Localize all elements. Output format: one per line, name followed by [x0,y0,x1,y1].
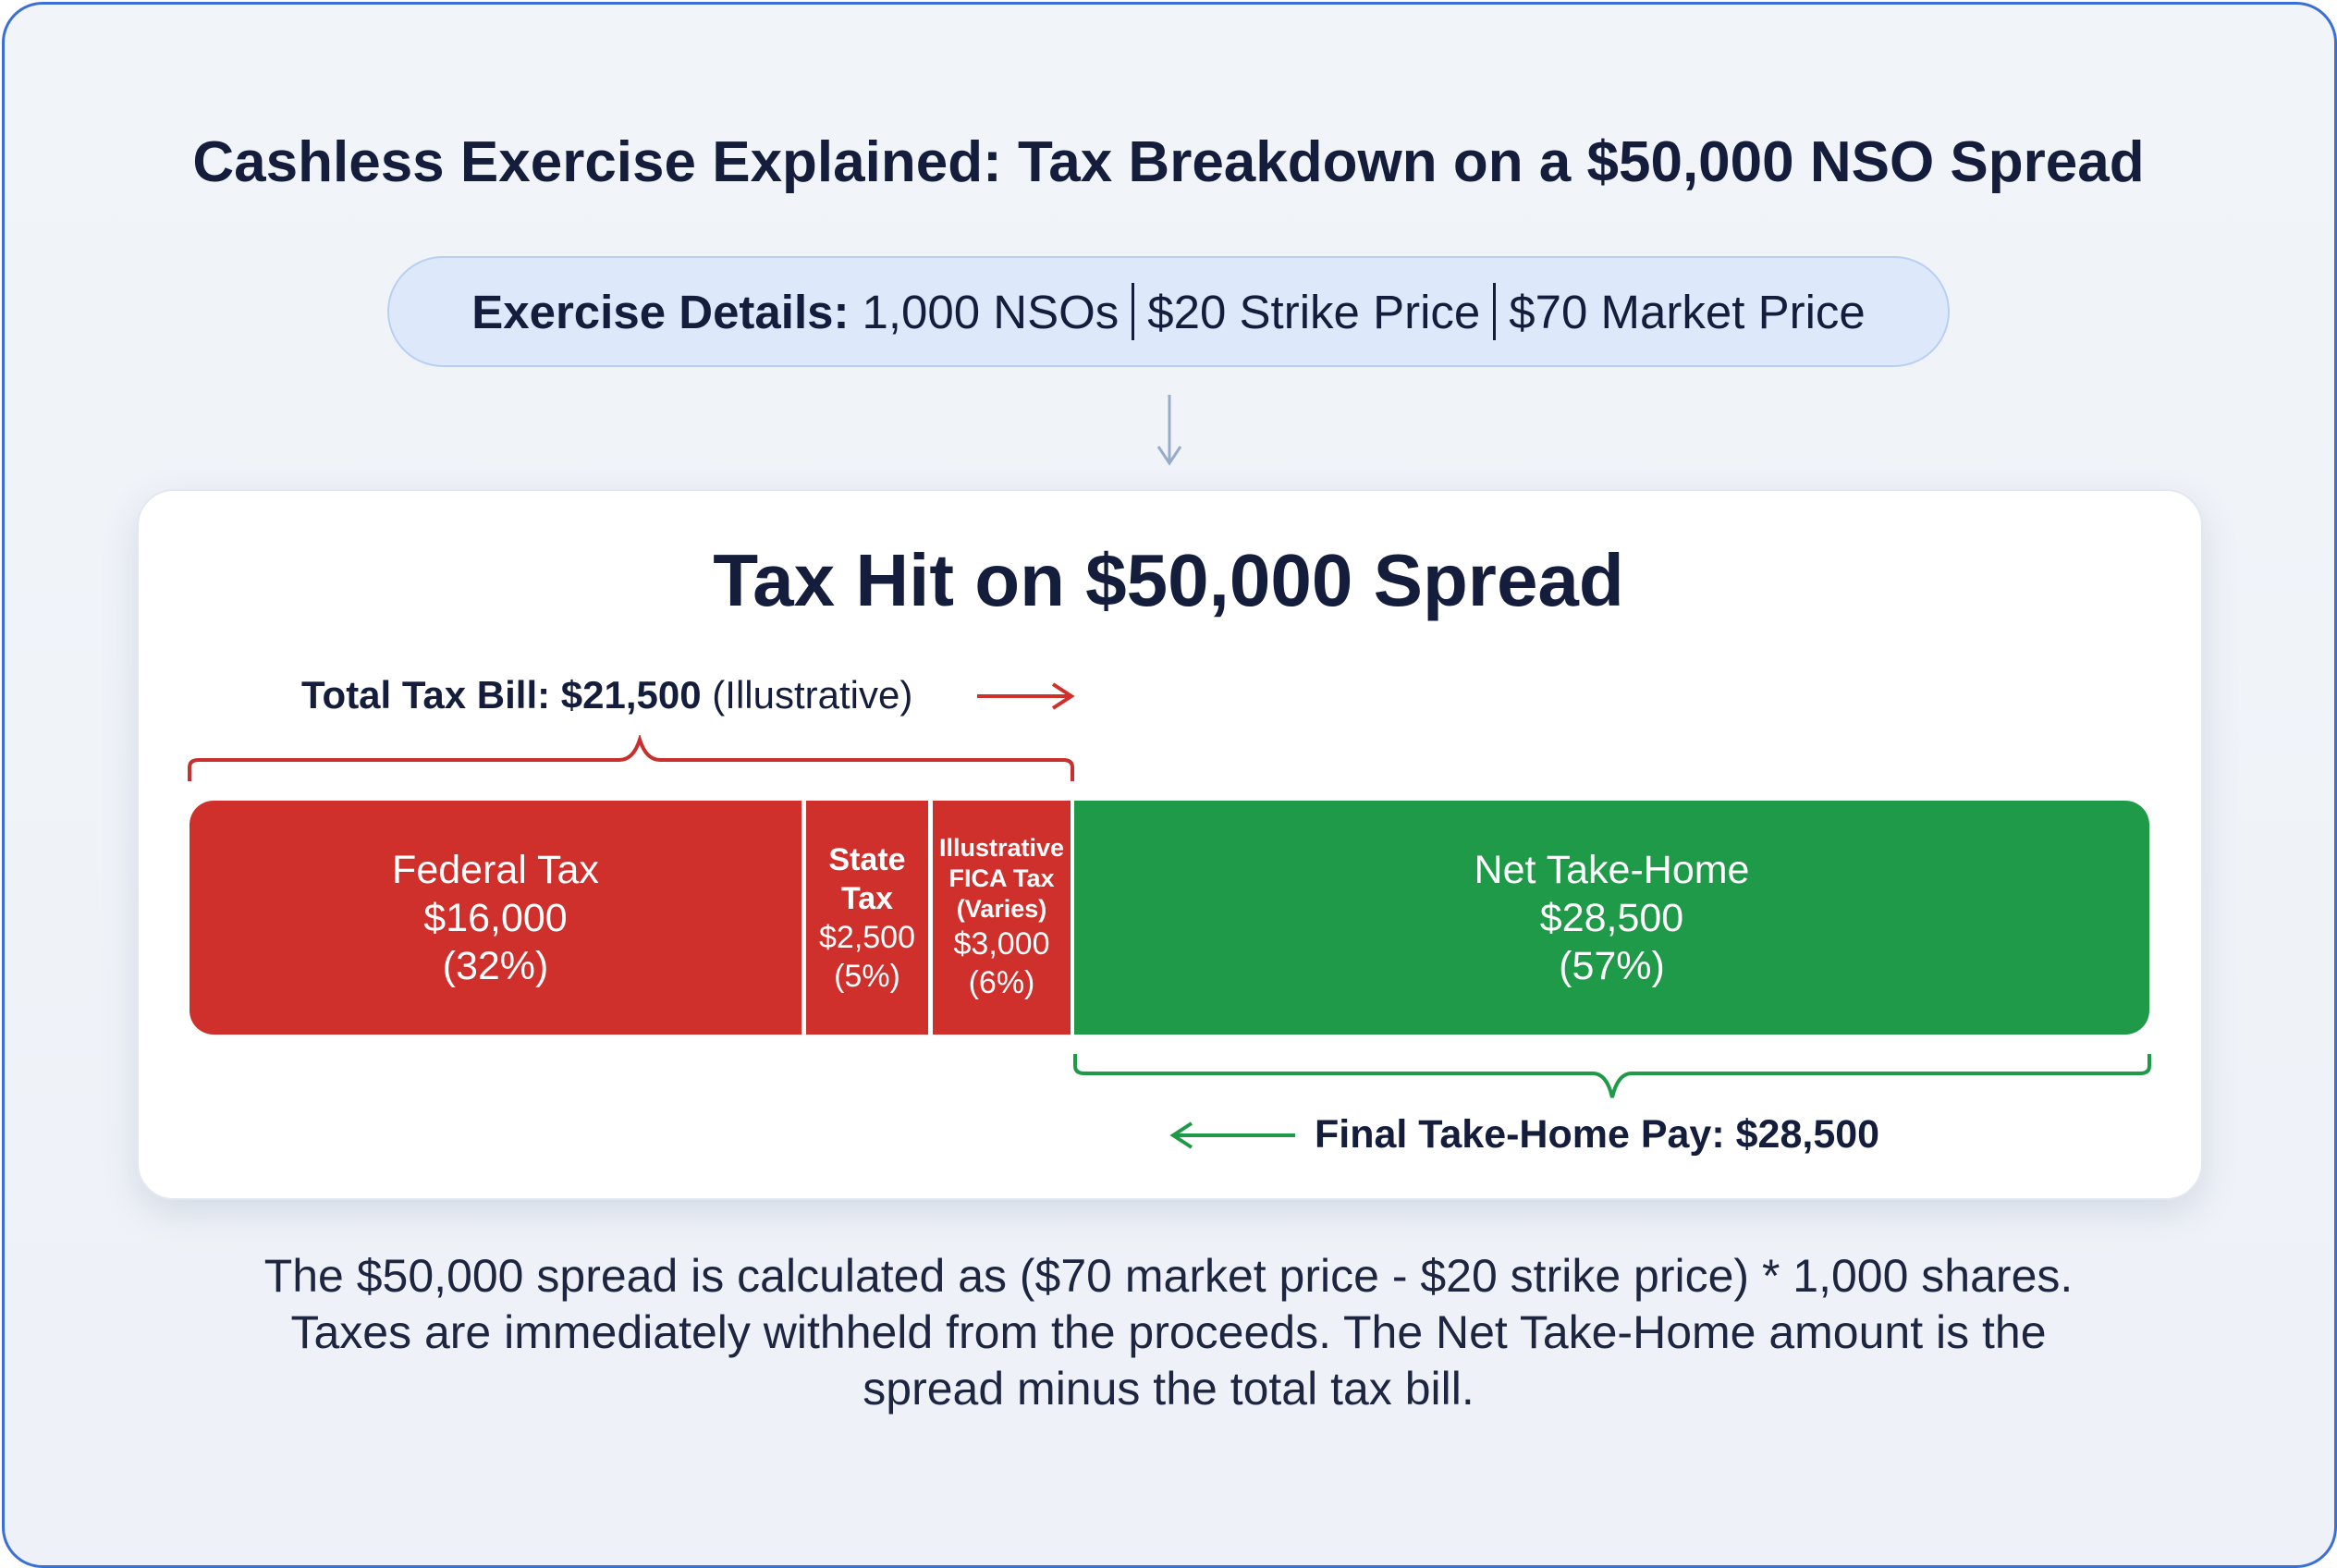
exercise-details-label: Exercise Details: [471,285,850,338]
segment-name: Illustrative [938,834,1065,862]
segment-name: FICA Tax [948,864,1055,892]
final-take-home: Final Take-Home Pay: $28,500 [1315,1112,1879,1158]
segment-percent: (6%) [968,965,1035,1000]
final-take-home-label: Final Take-Home Pay: [1315,1112,1725,1157]
total-tax-caption: Total Tax Bill: [301,673,551,717]
segment-percent: (5%) [834,958,900,994]
segment-name: Tax [840,880,894,916]
segment-fica-tax: Illustrative FICA Tax (Varies) $3,000 (6… [933,801,1071,1035]
net-brace [1073,1054,2151,1098]
segment-amount: $2,500 [819,919,915,955]
footer-explanation: The $50,000 spread is calculated as ($70… [263,1250,2074,1415]
segment-amount: $3,000 [953,926,1050,962]
final-take-home-value: $28,500 [1735,1112,1880,1157]
detail-market: $70 Market Price [1509,285,1866,338]
segment-amount: $28,500 [1539,895,1684,940]
total-tax-note: (Illustrative) [712,673,913,717]
total-tax-label: Total Tax Bill: $21,500 (Illustrative) [301,673,912,717]
tax-brace [188,735,1074,781]
page-title: Cashless Exercise Explained: Tax Breakdo… [192,130,2145,194]
segment-amount: $16,000 [423,895,568,940]
segment-name: Federal Tax [392,847,599,892]
segment-percent: (57%) [1559,943,1665,988]
detail-strike: $20 Strike Price [1147,285,1481,338]
detail-shares: 1,000 NSOs [862,285,1120,338]
exercise-details-pill: Exercise Details: 1,000 NSOs $20 Strike … [387,256,1950,367]
left-arrow-icon [1169,1121,1295,1149]
segment-federal-tax: Federal Tax $16,000 (32%) [190,801,801,1035]
segment-name: State [828,841,906,877]
segment-state-tax: State Tax $2,500 (5%) [806,801,928,1035]
segment-name: (Varies) [956,895,1047,923]
segment-name: Net Take-Home [1474,847,1750,892]
segment-percent: (32%) [442,943,549,988]
right-arrow-icon [977,682,1075,710]
card-title: Tax Hit on $50,000 Spread [713,539,1624,621]
total-tax-value: $21,500 [560,673,702,717]
down-arrow-icon [1156,395,1182,466]
separator [1493,283,1497,340]
segment-net-take-home: Net Take-Home $28,500 (57%) [1074,801,2149,1035]
separator [1132,283,1135,340]
